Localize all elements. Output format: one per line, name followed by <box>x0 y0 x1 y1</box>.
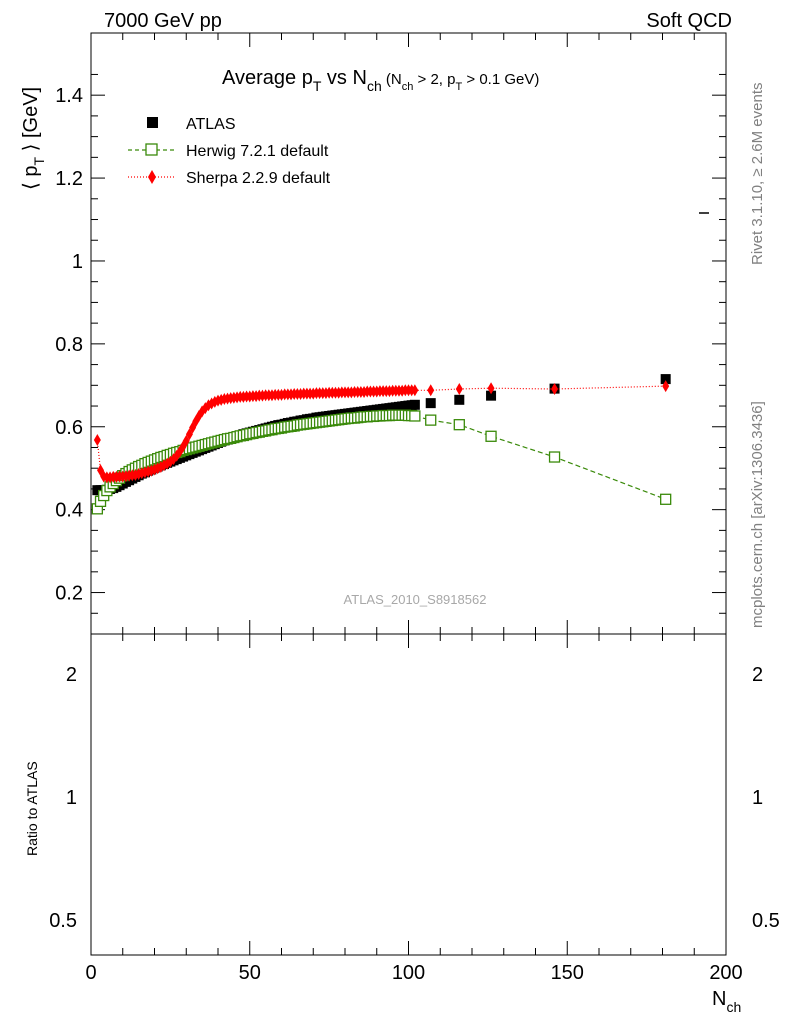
header-right: Soft QCD <box>646 10 732 32</box>
ratio-y-tick-label-right: 0.5 <box>752 910 780 932</box>
legend-label-sherpa: Sherpa 2.2.9 default <box>186 170 331 187</box>
data-point-atlas <box>660 374 671 385</box>
data-point-sherpa <box>182 434 190 447</box>
data-series <box>91 374 672 515</box>
x-tick-label: 200 <box>709 962 742 984</box>
y-tick-label: 1 <box>72 251 83 273</box>
series-sherpa <box>93 380 670 484</box>
ratio-y-tick-label-left: 1 <box>66 787 77 809</box>
ratio-y-tick-label-right: 2 <box>752 664 763 686</box>
series-line <box>96 385 666 478</box>
data-point-atlas <box>409 399 420 410</box>
data-point-herwig <box>548 451 561 463</box>
y-axis-label: ⟨ pT ⟩ [GeV] <box>20 87 47 190</box>
data-point-sherpa <box>487 382 495 395</box>
data-point-herwig <box>453 419 465 431</box>
ratio-y-tick-label-right: 1 <box>752 787 763 809</box>
x-tick-label: 50 <box>239 962 261 984</box>
series-herwig <box>91 409 672 515</box>
data-point-sherpa <box>185 428 193 441</box>
y-tick-label: 1.2 <box>55 168 83 190</box>
data-point-sherpa <box>455 383 463 396</box>
y-tick-label: 0.8 <box>55 334 83 356</box>
data-point-herwig <box>485 430 497 442</box>
ratio-plot-frame <box>90 633 727 956</box>
x-tick-label: 150 <box>551 962 584 984</box>
data-point-atlas <box>486 390 497 401</box>
header-left: 7000 GeV pp <box>104 10 222 32</box>
y-tick-label: 0.6 <box>55 417 83 439</box>
ratio-y-axis-label: Ratio to ATLAS <box>24 761 40 856</box>
legend: ATLAS Herwig 7.2.1 default Sherpa 2.2.9 … <box>128 116 331 187</box>
y-tick-label: 0.2 <box>55 583 83 605</box>
axes: 0.2 0.4 0.6 0.8 1 1.2 1.4 0 50 100 150 200 0.5 0.5 1 1 2… <box>49 33 780 984</box>
data-point-sherpa <box>551 383 559 396</box>
y-tick-label: 0.4 <box>55 500 83 522</box>
data-point-atlas <box>454 394 465 405</box>
x-tick-label: 100 <box>392 962 425 984</box>
ratio-y-tick-label-left: 2 <box>66 664 77 686</box>
legend-marker-herwig <box>145 143 158 156</box>
x-axis-label: Nch <box>712 988 741 1015</box>
data-point-sherpa <box>411 384 419 397</box>
x-tick-label: 0 <box>85 962 96 984</box>
data-point-sherpa <box>93 434 101 447</box>
data-point-herwig <box>660 493 672 505</box>
mcplots-info: mcplots.cern.ch [arXiv:1306.3436] <box>749 401 766 628</box>
data-point-sherpa <box>427 384 435 397</box>
legend-marker-sherpa <box>148 170 156 184</box>
data-point-sherpa <box>662 380 670 393</box>
data-point-atlas <box>425 398 436 409</box>
plot-title: Average pT vs Nch (Nch > 2, pT > 0.1 GeV… <box>222 67 539 94</box>
legend-label-herwig: Herwig 7.2.1 default <box>186 143 329 160</box>
ratio-y-tick-label-left: 0.5 <box>49 910 77 932</box>
analysis-watermark: ATLAS_2010_S8918562 <box>344 592 487 607</box>
rivet-info: Rivet 3.1.10, ≥ 2.6M events <box>749 83 766 266</box>
data-point-herwig <box>425 414 437 426</box>
data-point-herwig <box>409 410 421 422</box>
legend-marker-atlas <box>147 117 158 128</box>
legend-label-atlas: ATLAS <box>186 116 236 133</box>
y-tick-label: 1.4 <box>55 85 83 107</box>
